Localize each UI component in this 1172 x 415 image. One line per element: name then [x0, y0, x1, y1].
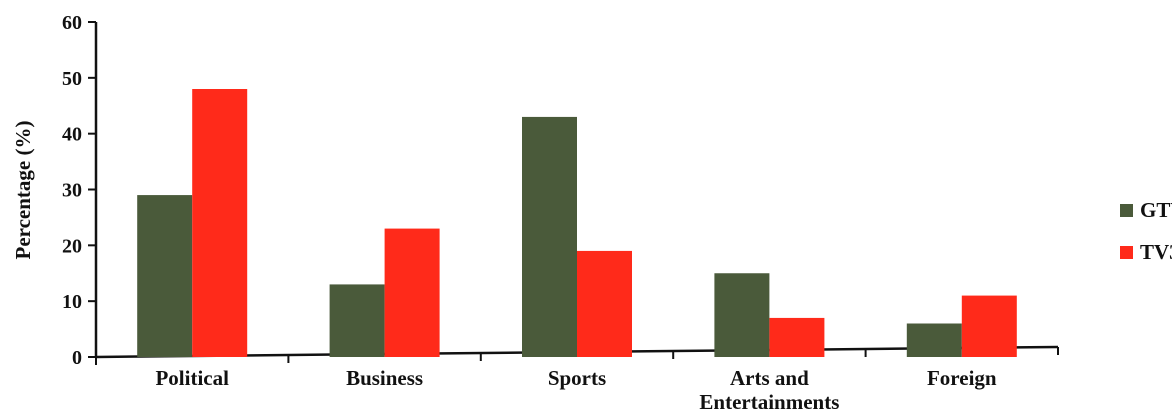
bar-gtv-sports	[522, 116, 577, 358]
legend-item-gtv: GTV	[1120, 195, 1172, 225]
y-tick-label: 20	[62, 235, 82, 257]
bars	[137, 89, 1017, 358]
bar-gtv-foreign	[906, 323, 962, 357]
legend: GTV TV3	[1120, 195, 1172, 279]
x-category-label: Arts and Entertainments	[699, 366, 839, 414]
x-category-label: Sports	[548, 366, 606, 390]
x-category-label: Foreign	[927, 366, 997, 390]
bar-tv3-sports	[577, 250, 632, 357]
y-tick-label: 10	[62, 291, 82, 313]
bar-gtv-political	[137, 195, 193, 357]
y-tick-label: 40	[62, 124, 82, 146]
y-tick-label: 30	[62, 180, 82, 202]
bar-gtv-arts-and-entertainments	[714, 273, 770, 357]
x-category-label: Business	[346, 366, 423, 390]
y-tick-label: 50	[62, 68, 82, 90]
bar-tv3-business	[384, 228, 440, 357]
legend-swatch-gtv	[1120, 203, 1133, 217]
legend-item-tv3: TV3	[1120, 237, 1172, 267]
bar-tv3-arts-and-entertainments	[769, 317, 825, 357]
legend-label-gtv: GTV	[1140, 197, 1172, 222]
bar-gtv-business	[329, 284, 385, 357]
legend-label-tv3: TV3	[1140, 239, 1172, 264]
y-tick-label: 0	[72, 347, 82, 369]
y-tick-label: 60	[62, 12, 82, 34]
x-category-label: Political	[155, 366, 229, 390]
labels: 0 10 20 30 40 50 60 Political Business Sports Arts…	[62, 12, 997, 414]
y-axis-label: Percentage (%)	[11, 121, 35, 260]
bar-tv3-foreign	[961, 295, 1017, 357]
bar-tv3-political	[192, 89, 248, 357]
legend-swatch-tv3	[1120, 245, 1133, 259]
